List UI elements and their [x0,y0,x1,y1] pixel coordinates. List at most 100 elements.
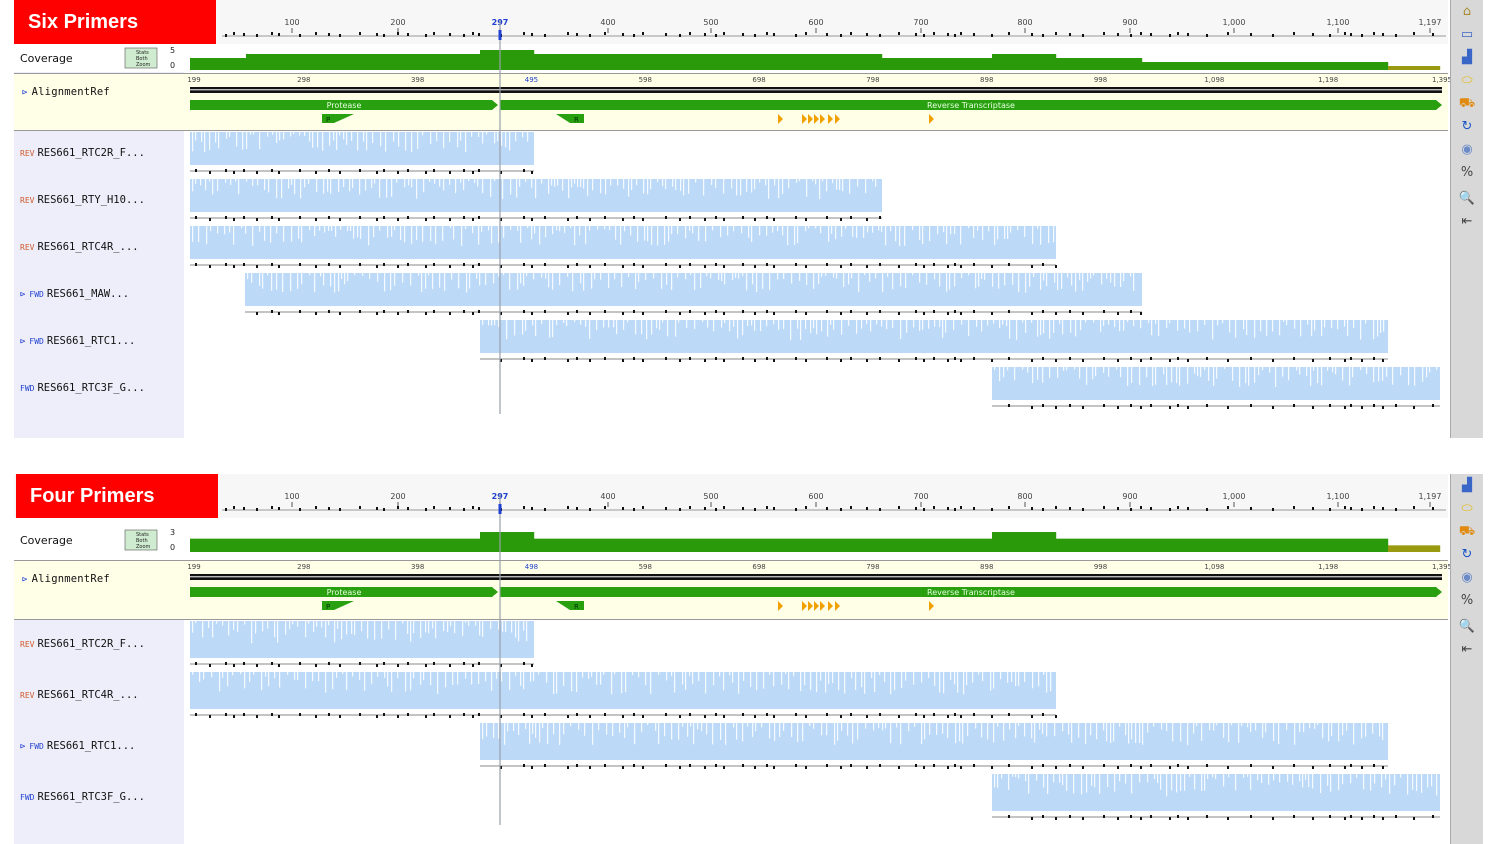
coverage-bar [302,538,305,552]
quality-dip [1373,367,1375,383]
read-variant-mark [523,662,525,665]
read-track-label[interactable]: REV RES661_RTC4R_... [20,241,139,253]
coverage-bar [950,58,953,70]
position-ruler[interactable] [14,0,1448,44]
variant-mark [1103,32,1105,35]
read-track-label[interactable]: REV RES661_RTY_H10... [20,194,145,206]
variant-mark [704,33,706,36]
quality-dip [1212,320,1214,340]
coverage-bar [1002,54,1005,70]
read-variant-mark [1395,815,1397,818]
read-variant-mark [1187,359,1189,362]
quality-dip [461,226,463,246]
coverage-bar [1134,58,1137,70]
zoom-icon[interactable]: 🔍 [1458,619,1476,634]
bubble-icon[interactable]: ◉ [1461,142,1473,157]
read-variant-mark [1042,815,1044,818]
expand-arrow-icon[interactable]: ⊳ [20,741,26,752]
quality-dip [1255,723,1257,731]
quality-dip [861,672,863,688]
coverage-bar [584,54,587,70]
quality-dip [981,273,983,279]
percent-icon[interactable]: % [1460,165,1474,180]
window-icon[interactable]: ▭ [1460,27,1474,42]
coverage-bar [434,538,437,552]
position-ruler[interactable] [14,474,1448,518]
quality-dip [429,179,431,182]
quality-dip [1016,320,1018,340]
chart-icon[interactable]: ▟ [1462,50,1472,65]
read-track-label[interactable]: REV RES661_RTC4R_... [20,689,139,701]
refresh-icon[interactable]: ↻ [1461,119,1473,134]
quality-dip [851,273,853,279]
quality-dip [211,672,213,678]
alignment-canvas[interactable]: 1002002974005006007008009001,0001,1001,1… [0,474,1500,844]
read-variant-mark [704,715,706,718]
coverage-bar [544,538,547,552]
quality-dip [1176,367,1178,384]
quality-dip [1074,367,1076,370]
quality-dip [1032,367,1034,384]
coverage-bar [878,538,881,552]
zoom-icon[interactable]: 🔍 [1458,191,1476,206]
variant-mark [1150,33,1152,36]
coverage-bar [1108,58,1111,70]
read-variant-mark [1055,817,1057,820]
coverage-bar [344,54,347,70]
coverage-bar [1254,62,1257,70]
quality-dip [580,179,582,187]
quality-dip [294,672,296,680]
coverage-bar [1266,62,1269,70]
quality-dip [1324,320,1326,328]
quality-dip [1400,367,1402,376]
coverage-bar [1028,532,1031,552]
read-variant-mark [225,263,227,266]
coverage-bar [496,532,499,552]
percent-icon[interactable]: % [1460,593,1474,608]
read-track-label[interactable]: REV RES661_RTC2R_F... [20,147,145,159]
quality-dip [641,723,643,732]
read-variant-mark [589,359,591,362]
quality-dip [241,226,243,229]
alignment-canvas[interactable]: 1002002974005006007008009001,0001,1001,1… [0,0,1500,438]
collapse-icon[interactable]: ⇤ [1461,642,1473,657]
read-variant-mark [243,263,245,266]
quality-dip [548,273,550,288]
quality-dip [1426,367,1428,378]
bubble-icon[interactable]: ◉ [1461,570,1473,585]
quality-dip [430,132,432,145]
refresh-icon[interactable]: ↻ [1461,547,1473,562]
quality-dip [1062,320,1064,335]
read-track-label[interactable]: ⊳ FWD RES661_RTC1... [20,740,135,752]
quality-dip [292,621,294,625]
quality-dip [1128,723,1130,744]
read-variant-mark [1130,310,1132,313]
coverage-bar [1202,62,1205,70]
chart-icon[interactable]: ▟ [1462,478,1472,493]
read-variant-mark [1432,404,1434,407]
read-track-label[interactable]: FWD RES661_RTC3F_G... [20,791,145,803]
truck-icon[interactable]: ⛟ [1458,524,1476,539]
read-track-label[interactable]: ⊳ FWD RES661_MAW... [20,288,129,300]
expand-arrow-icon[interactable]: ⊳ [20,289,26,300]
coverage-bar [1432,545,1435,552]
expand-arrow-icon[interactable]: ⊳ [22,88,28,98]
coverage-bar [582,538,585,552]
coverage-bar [1160,62,1163,70]
coverage-bar [978,58,981,70]
coverage-bar [1392,66,1395,70]
collapse-icon[interactable]: ⇤ [1461,214,1473,229]
read-track-label[interactable]: FWD RES661_RTC3F_G... [20,382,145,394]
quality-dip [761,723,763,728]
read-track-label[interactable]: ⊳ FWD RES661_RTC1... [20,335,135,347]
lozenge-icon[interactable]: ⬭ [1461,73,1473,88]
expand-arrow-icon[interactable]: ⊳ [20,336,26,347]
home-icon[interactable]: ⌂ [1462,4,1472,19]
lozenge-icon[interactable]: ⬭ [1461,501,1473,516]
truck-icon[interactable]: ⛟ [1458,96,1476,111]
expand-arrow-icon[interactable]: ⊳ [22,575,28,585]
read-track-label[interactable]: REV RES661_RTC2R_F... [20,638,145,650]
read-variant-mark [898,766,900,769]
quality-dip [913,672,915,685]
coverage-bar [1426,545,1429,552]
